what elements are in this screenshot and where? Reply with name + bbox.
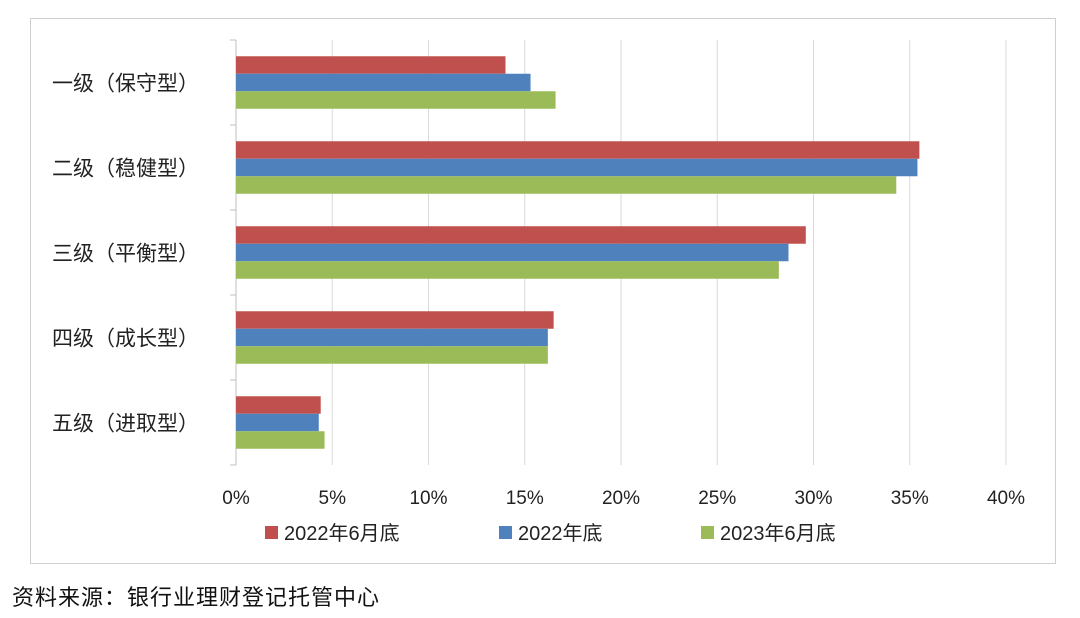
legend-label: 2023年6月底 <box>720 522 836 545</box>
x-tick-label: 35% <box>891 488 929 509</box>
x-tick-label: 15% <box>506 488 544 509</box>
bar <box>236 346 548 364</box>
x-tick-label: 30% <box>794 488 832 509</box>
source-note: 资料来源：银行业理财登记托管中心 <box>12 586 381 611</box>
chart-frame <box>30 18 1056 564</box>
bar <box>236 141 920 159</box>
bar <box>236 73 531 92</box>
bar <box>236 176 897 194</box>
bar <box>236 311 554 329</box>
bar <box>236 56 506 74</box>
bar-chart: 一级（保守型） 二级（稳健型） 三级（平衡型） 四级（成长型） 五级（进取型） 0% 5% 1… <box>52 39 1025 545</box>
bar <box>236 261 779 279</box>
category-label: 三级（平衡型） <box>52 242 199 266</box>
x-tick-label: 20% <box>602 488 640 509</box>
x-tick-label: 5% <box>319 488 347 509</box>
legend-label: 2022年6月底 <box>284 522 400 545</box>
bar <box>236 226 806 244</box>
category-label: 二级（稳健型） <box>52 157 199 181</box>
x-tick-label: 0% <box>222 488 250 509</box>
bar <box>236 158 918 177</box>
x-tick-label: 25% <box>698 488 736 509</box>
bar <box>236 396 321 414</box>
legend-swatch <box>499 526 512 539</box>
x-tick-label: 40% <box>987 488 1025 509</box>
legend-swatch <box>701 526 714 539</box>
x-tick-label: 10% <box>409 488 447 509</box>
legend-swatch <box>265 526 278 539</box>
legend-label: 2022年底 <box>518 522 603 545</box>
bar <box>236 243 789 262</box>
category-label: 五级（进取型） <box>52 412 199 436</box>
bar <box>236 431 325 449</box>
bar <box>236 91 556 109</box>
category-label: 四级（成长型） <box>52 327 199 351</box>
category-label: 一级（保守型） <box>52 72 199 96</box>
bar <box>236 413 319 432</box>
bar <box>236 328 548 347</box>
